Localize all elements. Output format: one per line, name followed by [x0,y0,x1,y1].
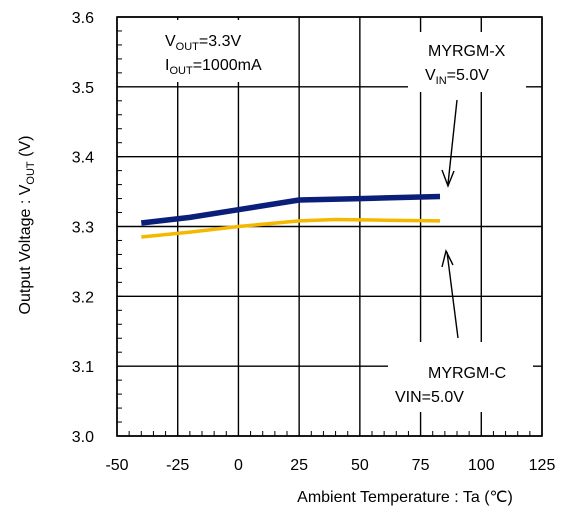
x-tick-label: 75 [412,457,430,474]
x-tick-label: 50 [351,457,369,474]
y-tick-label: 3.1 [72,359,94,376]
y-tick-label: 3.2 [72,289,94,306]
y-tick-label: 3.0 [72,429,94,446]
label-x-vin: VIN=5.0V [425,67,489,87]
series-line-myrgm-c [141,217,441,239]
x-tick-label: -50 [105,457,128,474]
y-tick-label: 3.6 [72,10,94,27]
series-lines [140,193,441,239]
x-tick-label: 125 [529,457,556,474]
label-c-vin: VIN=5.0V [395,389,464,406]
conditions-box [140,20,290,82]
x-tick-labels: -50 -25 0 25 50 75 100 125 [105,457,555,474]
condition-iout: IOUT=1000mA [165,57,262,77]
x-tick-label: 0 [234,457,243,474]
label-x-name: MYRGM-X [428,43,506,60]
x-tick-label: -25 [166,457,189,474]
arrow-c [441,248,459,339]
y-tick-label: 3.3 [72,220,94,237]
y-tick-label: 3.5 [72,80,94,97]
label-x-box [408,32,526,92]
label-c-box [388,342,533,412]
x-tick-label: 100 [468,457,495,474]
series-line-myrgm-x [140,193,441,226]
y-tick-labels: 3.0 3.1 3.2 3.3 3.4 3.5 3.6 [72,10,94,446]
plot-frame [116,16,543,437]
y-axis-title: Output Voltage : VOUT (V) [17,136,37,315]
x-axis-title: Ambient Temperature : Ta (℃) [297,489,513,506]
x-tick-label: 25 [290,457,308,474]
arrow-x [441,99,458,188]
y-tick-label: 3.4 [72,150,94,167]
condition-vout: VOUT=3.3V [165,33,241,53]
label-c-name: MYRGM-C [428,365,506,382]
